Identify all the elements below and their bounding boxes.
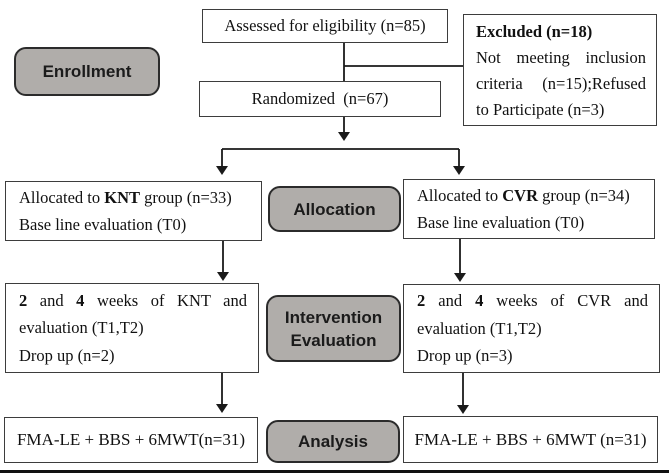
arrowheads — [216, 132, 469, 414]
allocated-knt-line2: Base line evaluation (T0) — [19, 215, 187, 234]
allocated-knt-group: KNT — [104, 188, 140, 207]
box-allocated-cvr: Allocated to CVR group (n=34) Base line … — [403, 179, 655, 239]
excluded-line1: Not meeting inclusion — [476, 48, 646, 67]
stage-enrollment-label: Enrollment — [42, 62, 132, 81]
box-analysis-knt: FMA-LE + BBS + 6MWT(n=31) — [4, 417, 258, 463]
allocated-knt-pre: Allocated to — [19, 188, 105, 207]
intervention-cvr-line1: 2 and 4 weeks of CVR and — [417, 287, 648, 315]
intervention-cvr-rest: weeks of CVR and — [483, 291, 648, 311]
box-intervention-cvr: 2 and 4 weeks of CVR and evaluation (T1,… — [403, 284, 660, 373]
intervention-knt-week4: 4 — [76, 290, 85, 310]
intervention-cvr-and: and — [425, 291, 476, 311]
box-allocated-knt: Allocated to KNT group (n=33) Base line … — [5, 181, 262, 241]
allocated-knt-line1: Allocated to KNT group (n=33) — [19, 184, 250, 211]
arrowhead-analysis-left — [216, 404, 228, 413]
allocated-cvr-group: CVR — [502, 186, 538, 205]
excluded-line3: to Participate (n=3) — [476, 100, 605, 119]
stage-allocation-label: Allocation — [293, 199, 376, 219]
arrowhead-analysis-right — [457, 405, 469, 414]
assessed-text: Assessed for eligibility (n=85) — [224, 16, 426, 35]
excluded-title-text: Excluded (n=18) — [476, 22, 593, 41]
intervention-knt-line2: evaluation (T1,T2) — [19, 318, 144, 338]
allocated-cvr-post: group (n=34) — [537, 186, 630, 205]
stage-intervention-label-line1: Intervention — [284, 307, 383, 327]
stage-intervention-label-line2: Evaluation — [290, 330, 377, 350]
figure-bottom-rule — [0, 470, 669, 473]
allocated-knt-post: group (n=33) — [140, 188, 232, 207]
intervention-knt-week2: 2 — [19, 290, 28, 310]
excluded-line2: criteria (n=15);Refused — [476, 74, 646, 93]
intervention-knt-line3: Drop up (n=2) — [19, 345, 115, 365]
box-randomized: Randomized (n=67) — [199, 81, 441, 117]
arrowhead-alloc-right — [453, 166, 465, 175]
intervention-knt-and: and — [27, 290, 77, 310]
stage-analysis-label: Analysis — [298, 432, 368, 451]
analysis-knt-text: FMA-LE + BBS + 6MWT(n=31) — [16, 430, 246, 449]
connector-lines — [221, 43, 464, 406]
stage-allocation: Allocation — [268, 186, 401, 232]
allocated-cvr-line1: Allocated to CVR group (n=34) — [417, 182, 643, 209]
intervention-knt-rest: weeks of KNT and — [84, 290, 248, 310]
stage-enrollment: Enrollment — [14, 47, 160, 96]
arrowhead-randomized — [338, 132, 350, 141]
box-intervention-knt: 2 and 4 weeks of KNT and evaluation (T1,… — [5, 283, 259, 373]
arrowhead-int-left — [217, 272, 229, 281]
stage-intervention-evaluation: Intervention Evaluation — [266, 295, 401, 362]
intervention-cvr-line2: evaluation (T1,T2) — [417, 318, 542, 338]
arrowhead-int-right — [454, 273, 466, 282]
stage-analysis: Analysis — [266, 420, 400, 463]
excluded-title: Excluded (n=18) — [476, 19, 646, 45]
randomized-text: Randomized (n=67) — [251, 89, 389, 108]
intervention-knt-line1: 2 and 4 weeks of KNT and — [19, 287, 247, 315]
allocated-cvr-line2: Base line evaluation (T0) — [417, 213, 585, 232]
allocated-cvr-pre: Allocated to — [417, 186, 503, 205]
box-assessed-eligibility: Assessed for eligibility (n=85) — [202, 9, 448, 43]
intervention-cvr-line3: Drop up (n=3) — [417, 346, 513, 366]
arrowhead-alloc-left — [216, 166, 228, 175]
box-analysis-cvr: FMA-LE + BBS + 6MWT (n=31) — [403, 416, 658, 463]
analysis-cvr-text: FMA-LE + BBS + 6MWT (n=31) — [414, 429, 647, 449]
box-excluded: Excluded (n=18) Not meeting inclusion cr… — [463, 14, 657, 126]
intervention-cvr-week4: 4 — [475, 291, 484, 311]
intervention-cvr-week2: 2 — [417, 291, 426, 311]
